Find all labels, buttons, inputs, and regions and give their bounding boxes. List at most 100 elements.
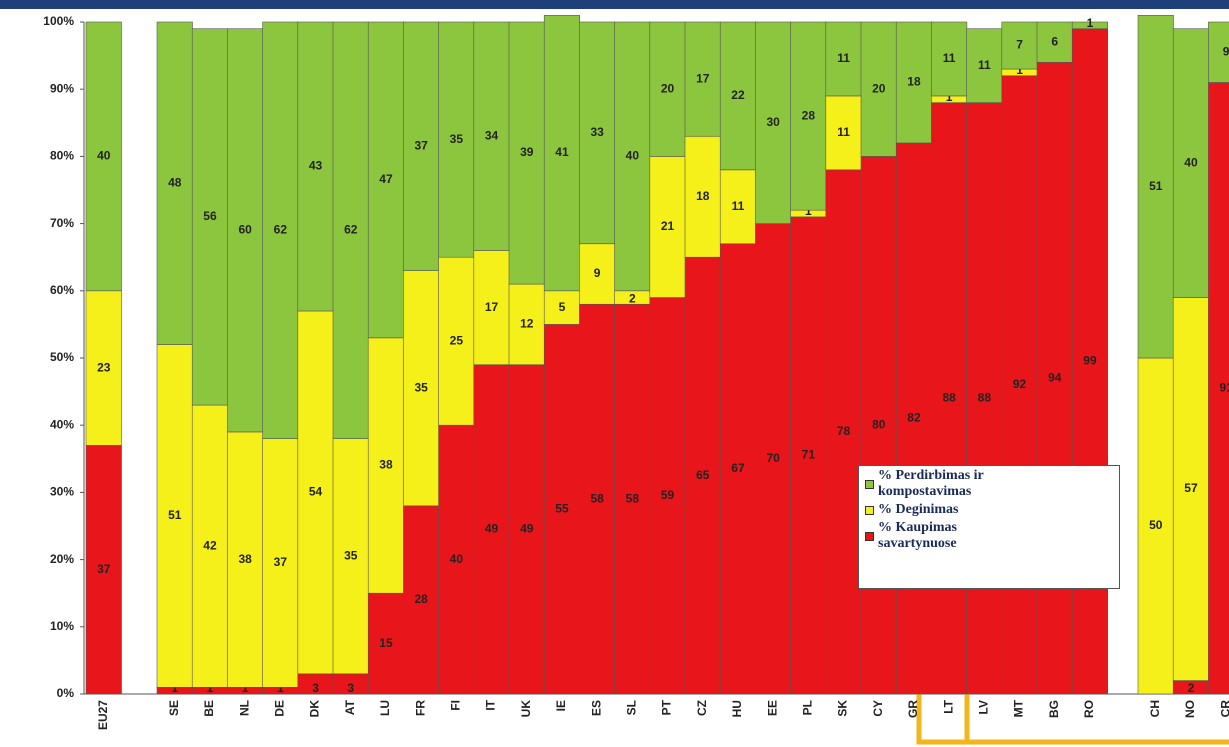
data-label: 23 — [97, 360, 111, 374]
bar-segment — [1208, 21, 1229, 83]
bar-segment — [367, 337, 405, 594]
bar-segment — [825, 21, 862, 97]
bar-segment — [85, 290, 122, 446]
data-label: 80 — [872, 417, 886, 431]
data-label: 35 — [414, 380, 428, 394]
bar-segment — [719, 243, 757, 695]
y-tick-label: 40% — [50, 417, 74, 431]
bar-segment — [332, 438, 369, 675]
data-label: 37 — [274, 555, 288, 569]
bar-segment — [1137, 357, 1174, 695]
x-tick-label: EE — [765, 700, 779, 716]
x-tick-label: IT — [484, 699, 498, 710]
data-label: 55 — [555, 501, 569, 515]
bar-segment — [438, 256, 475, 426]
legend: % Perdirbimas ir kompostavimas % Deginima… — [858, 465, 1120, 589]
x-tick-label: DE — [273, 700, 287, 717]
y-tick-label: 90% — [50, 81, 74, 95]
legend-item: % Deginimas — [865, 502, 1113, 518]
bar-segment — [332, 21, 369, 439]
x-tick-label: HU — [730, 700, 744, 717]
y-tick-label: 10% — [50, 619, 74, 633]
data-label: 94 — [1048, 370, 1062, 384]
x-tick-label: PL — [801, 700, 815, 715]
bar-segment — [1137, 14, 1174, 359]
bar-segment — [684, 21, 721, 137]
x-tick-label: LV — [977, 700, 991, 714]
bar-segment — [85, 21, 122, 292]
bar-segment — [156, 21, 193, 345]
data-label: 49 — [485, 522, 499, 536]
bar-segment — [790, 21, 827, 211]
x-tick-label: BG — [1047, 700, 1061, 718]
bar-segment — [931, 102, 968, 695]
x-tick-label: SL — [625, 700, 639, 715]
x-tick-label: EU27 — [96, 700, 110, 730]
bar-segment — [931, 21, 968, 97]
data-label: 78 — [837, 424, 851, 438]
bar-segment — [649, 21, 686, 157]
bar-segment — [543, 14, 581, 292]
bar-segment — [614, 303, 651, 695]
data-label: 7 — [1016, 38, 1023, 52]
legend-label: % Kaupimas savartynuose — [878, 520, 957, 551]
data-label: 38 — [379, 458, 393, 472]
bar-segment — [790, 216, 827, 695]
bar-segment — [262, 438, 299, 688]
bar-segment — [614, 21, 651, 292]
x-tick-label: SK — [836, 700, 850, 717]
bar-segment — [755, 21, 792, 224]
data-label: 21 — [661, 219, 675, 233]
data-label: 34 — [485, 128, 499, 142]
x-tick-label: FR — [413, 700, 427, 716]
data-label: 50 — [1149, 518, 1163, 532]
bar-segment — [860, 21, 897, 157]
bar-segment — [191, 28, 228, 406]
x-tick-label: FI — [449, 700, 463, 711]
data-label: 56 — [203, 209, 217, 223]
bar-segment — [438, 424, 475, 695]
x-tick-label: LU — [378, 700, 392, 716]
bar-segment — [85, 445, 122, 695]
data-label: 92 — [1013, 377, 1027, 391]
data-label: 1 — [171, 681, 178, 695]
data-label: 57 — [1184, 481, 1198, 495]
data-label: 18 — [696, 189, 710, 203]
data-label: 58 — [626, 491, 640, 505]
bar-segment — [719, 169, 757, 245]
x-tick-label: CY — [871, 700, 885, 717]
y-tick-label: 30% — [50, 485, 74, 499]
data-label: 40 — [626, 149, 640, 163]
x-tick-label: IE — [554, 700, 568, 711]
bar-segment — [227, 431, 264, 688]
bar-segment — [1071, 21, 1108, 30]
legend-swatch — [865, 505, 874, 515]
data-label: 3 — [312, 681, 319, 695]
legend-label: % Perdirbimas ir kompostavimas — [878, 468, 984, 499]
bar-segment — [895, 21, 933, 144]
bar-segment — [825, 95, 862, 171]
legend-item: % Kaupimas savartynuose — [865, 520, 1113, 552]
data-label: 99 — [1083, 354, 1097, 368]
bar-segment — [1001, 21, 1038, 70]
data-label: 1 — [805, 204, 812, 218]
y-tick-label: 80% — [50, 149, 74, 163]
data-label: 35 — [344, 548, 358, 562]
bar-segment — [649, 297, 686, 695]
x-tick-label: CZ — [695, 700, 709, 716]
bar-segment — [367, 21, 405, 339]
x-tick-label: UK — [519, 700, 533, 718]
data-label: 18 — [907, 75, 921, 89]
data-label: 60 — [238, 222, 252, 236]
bar-segment — [966, 28, 1003, 103]
x-tick-label: SE — [167, 700, 181, 716]
data-label: 9 — [1223, 44, 1229, 58]
data-label: 1 — [207, 681, 214, 695]
bar-segment — [825, 169, 862, 695]
data-label: 40 — [97, 149, 111, 163]
data-label: 58 — [590, 491, 604, 505]
bar-segment — [227, 28, 264, 433]
legend-item: % Perdirbimas ir kompostavimas — [865, 468, 1113, 500]
data-label: 1 — [1087, 16, 1094, 30]
